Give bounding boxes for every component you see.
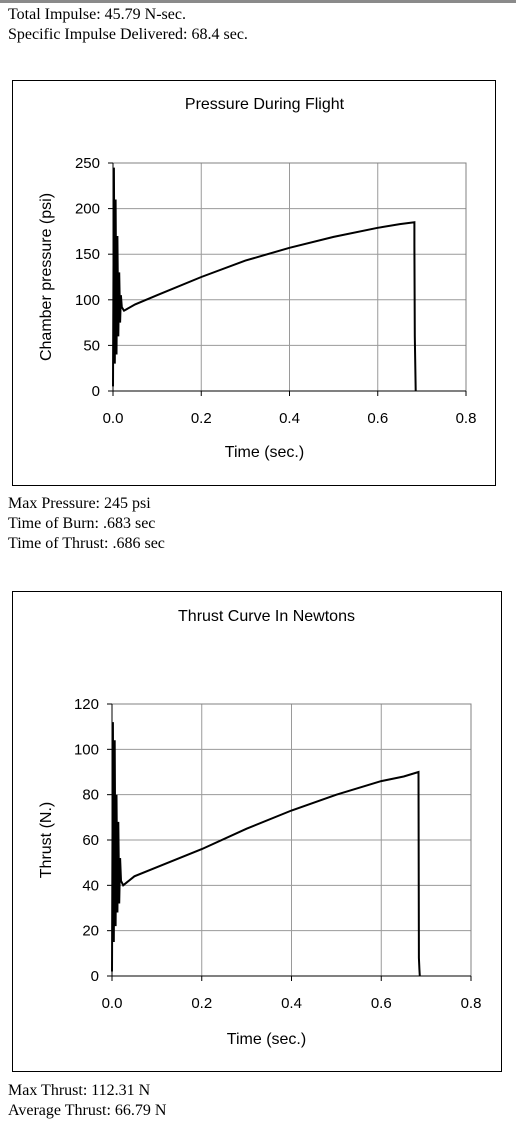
x-tick-label: 0.2 xyxy=(191,995,212,1012)
y-tick-label: 0 xyxy=(91,968,99,985)
x-tick-label: 0.0 xyxy=(102,995,123,1012)
x-tick-label: 0.8 xyxy=(456,410,477,427)
y-tick-label: 80 xyxy=(82,787,99,804)
y-tick-label: 50 xyxy=(83,337,100,354)
x-axis-label: Time (sec.) xyxy=(225,444,304,461)
y-axis-label: Chamber pressure (psi) xyxy=(38,193,55,361)
max-pressure-text: Max Pressure: 245 psi xyxy=(8,495,151,512)
x-tick-label: 0.6 xyxy=(367,410,388,427)
x-axis-label: Time (sec.) xyxy=(227,1031,306,1048)
y-tick-label: 250 xyxy=(75,155,100,172)
y-tick-label: 20 xyxy=(82,923,99,940)
series-line xyxy=(112,167,417,392)
specific-impulse-text: Specific Impulse Delivered: 68.4 sec. xyxy=(8,26,248,43)
x-tick-label: 0.4 xyxy=(279,410,300,427)
y-axis-label: Thrust (N.) xyxy=(38,802,55,878)
thrust-chart-svg: 0 20 40 60 80 100 120 0.0 0.2 0.4 0.6 0.8 Thrust Cur… xyxy=(38,608,482,1048)
impulse-summary: Total Impulse: 45.79 N-sec. Specific Imp… xyxy=(8,5,248,45)
pressure-stats: Max Pressure: 245 psi Time of Burn: .683… xyxy=(8,494,165,554)
thrust-chart: 0 20 40 60 80 100 120 0.0 0.2 0.4 0.6 0.8 Thrust Cur… xyxy=(12,591,502,1072)
time-of-burn-text: Time of Burn: .683 sec xyxy=(8,515,156,532)
time-of-thrust-text: Time of Thrust: .686 sec xyxy=(8,535,165,552)
y-tick-label: 150 xyxy=(75,246,100,263)
y-tick-label: 40 xyxy=(82,877,99,894)
y-tick-label: 100 xyxy=(74,741,99,758)
y-tick-label: 100 xyxy=(75,292,100,309)
x-tick-label: 0.8 xyxy=(461,995,482,1012)
chart-title: Thrust Curve In Newtons xyxy=(178,608,355,625)
series-line xyxy=(111,722,421,977)
pressure-chart: 0 50 100 150 200 250 0.0 0.2 0.4 0.6 0.8 Pressure D… xyxy=(12,80,496,486)
x-tick-label: 0.0 xyxy=(103,410,124,427)
thrust-stats: Max Thrust: 112.31 N Average Thrust: 66.… xyxy=(8,1081,166,1121)
y-tick-label: 0 xyxy=(92,383,100,400)
x-tick-label: 0.6 xyxy=(371,995,392,1012)
top-rule xyxy=(0,0,516,3)
pressure-chart-svg: 0 50 100 150 200 250 0.0 0.2 0.4 0.6 0.8 Pressure D… xyxy=(38,96,477,461)
y-tick-label: 120 xyxy=(74,696,99,713)
y-tick-label: 200 xyxy=(75,201,100,218)
max-thrust-text: Max Thrust: 112.31 N xyxy=(8,1082,151,1099)
chart-title: Pressure During Flight xyxy=(185,96,345,113)
average-thrust-text: Average Thrust: 66.79 N xyxy=(8,1102,167,1119)
x-tick-label: 0.4 xyxy=(281,995,302,1012)
total-impulse-text: Total Impulse: 45.79 N-sec. xyxy=(8,6,186,23)
y-tick-label: 60 xyxy=(82,832,99,849)
x-tick-label: 0.2 xyxy=(191,410,212,427)
